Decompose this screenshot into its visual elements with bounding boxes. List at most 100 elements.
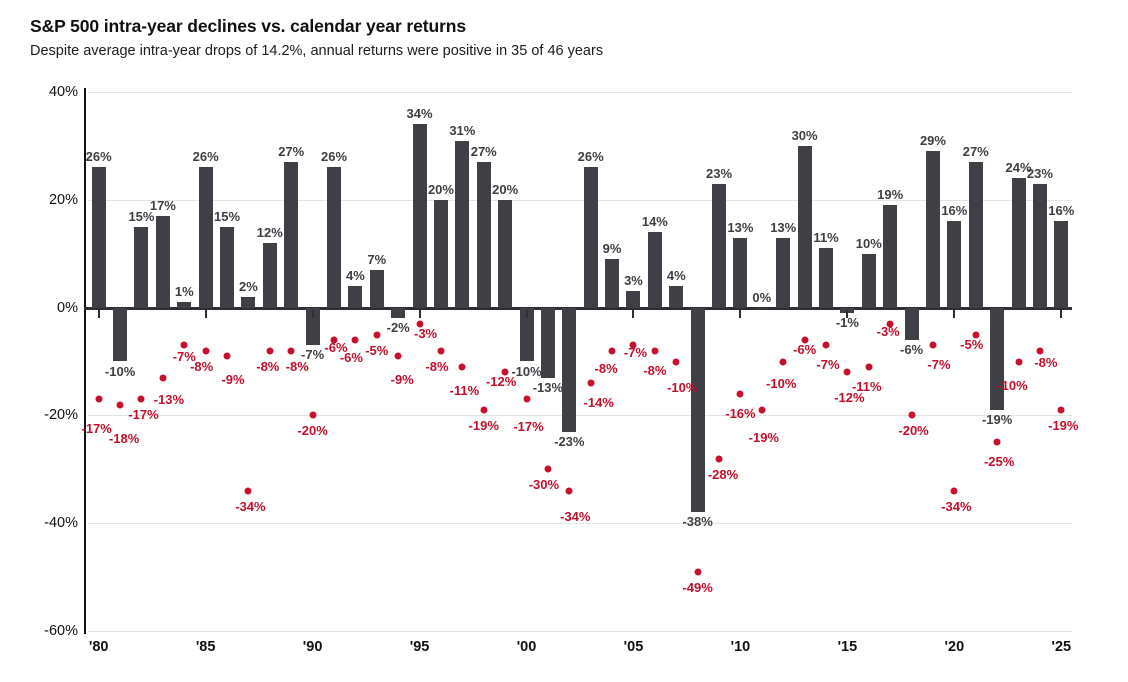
decline-dot-2014 <box>822 341 830 349</box>
decline-value-label-1991: -6% <box>324 339 348 355</box>
x-axis-label-1990: '90 <box>302 639 323 655</box>
gridline--60 <box>88 631 1072 632</box>
decline-value-label-1987: -34% <box>235 498 266 514</box>
bar-1990 <box>305 307 320 346</box>
gridline--40 <box>88 523 1072 525</box>
decline-dot-2023 <box>1015 358 1023 365</box>
bar-2001 <box>540 307 555 378</box>
plot-area: 26% -10% 15% 17% 1% 26% 15% 2% 12% 27% -7% 26% 4% 7% -… <box>82 92 1078 655</box>
bar-1994 <box>391 307 406 319</box>
decline-value-label-2013: -6% <box>793 341 817 357</box>
x-axis-tick-1995 <box>418 309 421 318</box>
gridline--20 <box>88 415 1072 417</box>
decline-value-label-1996: -8% <box>425 358 449 374</box>
decline-value-label-1982: -17% <box>128 407 159 423</box>
decline-value-label-1998: -19% <box>468 418 499 433</box>
decline-dot-2025 <box>1057 406 1065 414</box>
decline-dot-2010 <box>736 390 744 398</box>
bar-1985 <box>198 167 213 308</box>
bar-1984 <box>177 302 192 308</box>
x-axis-label-2020: '20 <box>944 639 965 655</box>
decline-dot-1988 <box>266 347 274 355</box>
bar-value-label-1985: 26% <box>192 149 219 165</box>
decline-dot-1986 <box>223 352 231 360</box>
bar-value-label-2003: 26% <box>577 149 604 165</box>
bar-2014 <box>819 248 833 308</box>
bar-1980 <box>91 167 106 308</box>
bar-value-label-2020: 16% <box>941 203 968 219</box>
decline-value-label-2018: -20% <box>898 423 929 439</box>
y-axis-label--40: -40% <box>44 515 78 532</box>
decline-dot-2022 <box>993 438 1001 446</box>
bar-value-label-1999: 20% <box>492 181 519 197</box>
bar-2021 <box>968 162 983 308</box>
bar-2005 <box>626 291 641 308</box>
decline-value-label-2003: -14% <box>583 395 614 411</box>
decline-value-label-1989: -8% <box>285 358 309 374</box>
bar-value-label-2000: -10% <box>511 363 542 379</box>
decline-value-label-2005: -7% <box>623 345 648 361</box>
decline-dot-2015 <box>843 368 851 376</box>
x-axis-label-2005: '05 <box>623 639 644 655</box>
decline-dot-1992 <box>351 336 359 344</box>
bar-value-label-2008: -38% <box>682 514 713 530</box>
decline-dot-2007 <box>672 358 680 365</box>
bar-value-label-2012: 13% <box>770 219 797 235</box>
y-axis-label-0: 0% <box>57 299 78 316</box>
bar-value-label-1993: 7% <box>367 251 387 267</box>
gridline-40 <box>88 92 1072 93</box>
decline-value-label-1984: -7% <box>172 349 196 365</box>
bar-1995 <box>412 124 427 308</box>
x-axis-label-2000: '00 <box>516 639 537 655</box>
gridline-20 <box>88 199 1072 201</box>
decline-value-label-2000: -17% <box>513 419 544 435</box>
bar-value-label-2013: 30% <box>791 127 818 143</box>
decline-value-label-2014: -7% <box>816 357 840 373</box>
x-axis-label-2025: '25 <box>1051 639 1072 655</box>
decline-dot-2005 <box>629 341 637 349</box>
x-axis-tick-2015 <box>846 309 849 318</box>
bar-value-label-2016: 10% <box>855 235 882 251</box>
decline-value-label-1990: -20% <box>297 423 328 439</box>
decline-dot-2011 <box>758 406 766 414</box>
bar-2000 <box>519 307 534 362</box>
bar-value-label-1990: -7% <box>301 347 325 363</box>
decline-dot-2019 <box>929 341 937 349</box>
bar-value-label-2021: 27% <box>962 144 989 160</box>
decline-dot-2003 <box>587 379 595 387</box>
bar-value-label-2022: -19% <box>981 412 1013 427</box>
decline-dot-1991 <box>330 336 338 344</box>
bar-2002 <box>562 307 577 432</box>
decline-dot-2024 <box>1036 347 1044 355</box>
x-axis-tick-2020 <box>953 309 956 318</box>
bar-2018 <box>904 307 919 340</box>
decline-value-label-1997: -11% <box>449 382 480 398</box>
decline-value-label-1980: -17% <box>81 421 112 437</box>
decline-value-label-1981: -18% <box>108 430 140 446</box>
decline-dot-2016 <box>865 363 873 371</box>
decline-value-label-2019: -7% <box>927 357 951 373</box>
decline-dot-1997 <box>458 363 466 371</box>
bar-2016 <box>861 253 876 308</box>
bar-1989 <box>284 162 299 308</box>
bar-2012 <box>776 237 791 308</box>
decline-value-label-1994: -9% <box>390 372 414 388</box>
bar-value-label-1994: -2% <box>386 320 410 336</box>
bar-1981 <box>113 307 128 362</box>
bar-value-label-1998: 27% <box>470 144 497 160</box>
decline-value-label-2010: -16% <box>725 405 756 421</box>
decline-dot-2006 <box>651 347 659 355</box>
bar-value-label-1986: 15% <box>214 208 241 224</box>
decline-dot-1996 <box>437 347 445 355</box>
y-axis-label-20: 20% <box>48 191 78 208</box>
decline-value-label-2024: -8% <box>1034 354 1058 370</box>
y-axis-label--20: -20% <box>44 407 78 424</box>
bar-2007 <box>669 286 684 308</box>
bar-1991 <box>327 167 341 308</box>
decline-value-label-2004: -8% <box>594 360 618 376</box>
decline-dot-1981 <box>116 401 124 409</box>
x-axis-label-2010: '10 <box>730 639 751 655</box>
decline-dot-2018 <box>908 411 916 419</box>
bar-value-label-1992: 4% <box>345 268 365 284</box>
bar-value-label-1984: 1% <box>174 284 194 300</box>
